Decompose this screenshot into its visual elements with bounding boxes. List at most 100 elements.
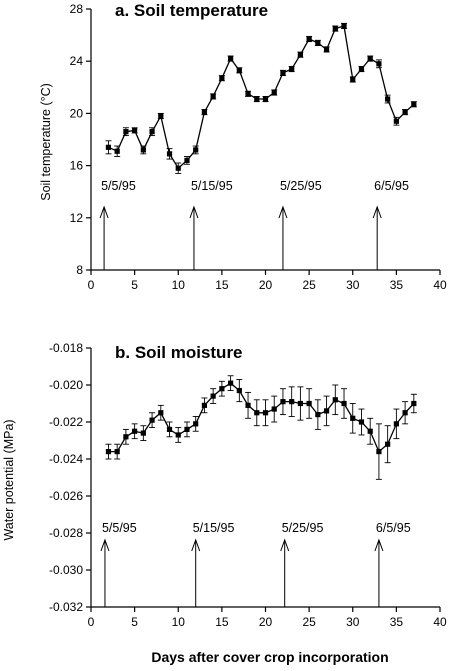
data-point bbox=[105, 449, 112, 455]
date-annotation: 5/5/95 bbox=[102, 521, 137, 535]
data-point bbox=[219, 386, 225, 392]
x-tick-label-b: 10 bbox=[172, 615, 186, 629]
x-axis-label: Days after cover crop incorporation bbox=[151, 649, 388, 665]
x-tick-label-a: 5 bbox=[131, 278, 138, 292]
data-point bbox=[332, 397, 338, 403]
data-point bbox=[132, 428, 138, 434]
data-point bbox=[228, 380, 234, 386]
date-arrow-head bbox=[372, 205, 382, 219]
data-point bbox=[123, 129, 129, 135]
data-point bbox=[280, 399, 286, 405]
data-point bbox=[254, 96, 260, 102]
data-point bbox=[114, 449, 120, 455]
data-point bbox=[140, 147, 146, 153]
data-point bbox=[297, 52, 303, 58]
data-point bbox=[166, 426, 173, 432]
data-point bbox=[123, 434, 129, 440]
data-point bbox=[393, 421, 399, 427]
y-tick-label-a: 28 bbox=[70, 2, 84, 16]
date-arrow-head bbox=[191, 538, 201, 552]
date-annotation: 5/5/95 bbox=[101, 179, 136, 193]
y-tick-label-b: -0.022 bbox=[49, 415, 83, 429]
y-tick-label-a: 16 bbox=[70, 159, 84, 173]
data-point bbox=[358, 66, 365, 72]
date-annotation: 6/5/95 bbox=[374, 179, 409, 193]
data-point bbox=[245, 91, 251, 97]
data-point bbox=[332, 25, 338, 32]
x-tick-label-a: 15 bbox=[215, 278, 229, 292]
y-axis-label-a: Soil temperature (°C) bbox=[39, 83, 53, 201]
x-tick-label-b: 40 bbox=[433, 615, 447, 629]
data-point bbox=[201, 402, 208, 408]
data-point bbox=[411, 400, 417, 407]
data-point bbox=[158, 410, 164, 416]
x-tick-label-b: 25 bbox=[302, 615, 316, 629]
data-point bbox=[184, 157, 190, 163]
data-point bbox=[271, 89, 277, 96]
data-point bbox=[402, 410, 408, 416]
x-tick-label-b: 0 bbox=[88, 615, 95, 629]
data-point bbox=[262, 96, 269, 102]
y-tick-label-b: -0.028 bbox=[49, 526, 83, 540]
data-point bbox=[201, 109, 208, 115]
data-point bbox=[306, 36, 312, 42]
x-tick-label-a: 20 bbox=[259, 278, 273, 292]
data-point bbox=[350, 76, 356, 83]
y-tick-label-b: -0.026 bbox=[49, 489, 83, 503]
x-tick-label-a: 25 bbox=[302, 278, 316, 292]
data-point bbox=[271, 406, 277, 412]
y-tick-label-a: 12 bbox=[70, 211, 84, 225]
y-tick-label-b: -0.018 bbox=[49, 341, 83, 355]
data-point bbox=[175, 432, 181, 438]
data-point bbox=[385, 96, 391, 102]
data-point bbox=[236, 387, 242, 394]
data-point bbox=[140, 430, 146, 436]
data-point bbox=[393, 118, 399, 124]
x-tick-label-b: 30 bbox=[346, 615, 360, 629]
data-point bbox=[149, 129, 155, 135]
date-arrow-head bbox=[189, 205, 199, 219]
data-point bbox=[341, 400, 347, 407]
date-annotation: 5/15/95 bbox=[193, 521, 235, 535]
data-point bbox=[323, 408, 330, 414]
data-point bbox=[315, 412, 321, 418]
data-point bbox=[411, 101, 417, 107]
data-point bbox=[402, 109, 408, 115]
date-annotation: 5/15/95 bbox=[191, 179, 233, 193]
data-point bbox=[385, 441, 391, 447]
x-tick-label-b: 35 bbox=[390, 615, 404, 629]
data-point bbox=[105, 144, 112, 150]
data-point bbox=[132, 127, 138, 133]
data-point bbox=[350, 415, 356, 421]
data-point bbox=[149, 417, 155, 423]
data-point bbox=[358, 419, 365, 425]
data-point bbox=[175, 165, 181, 171]
chart-title-a: a. Soil temperature bbox=[115, 1, 268, 20]
data-point bbox=[184, 426, 190, 432]
series-line-a bbox=[108, 25, 415, 170]
chart-title-b: b. Soil moisture bbox=[115, 343, 243, 362]
series-line-b bbox=[108, 382, 415, 453]
x-tick-label-b: 15 bbox=[215, 615, 229, 629]
data-point bbox=[228, 55, 234, 62]
data-point bbox=[367, 55, 373, 62]
data-point bbox=[297, 400, 303, 407]
data-point bbox=[158, 113, 164, 119]
x-tick-label-a: 35 bbox=[390, 278, 404, 292]
date-arrow-head bbox=[100, 538, 110, 552]
data-point bbox=[367, 428, 373, 434]
x-tick-label-b: 20 bbox=[259, 615, 273, 629]
date-arrow-head bbox=[280, 538, 290, 552]
x-tick-label-a: 40 bbox=[433, 278, 447, 292]
date-annotation: 5/25/95 bbox=[282, 521, 324, 535]
data-point bbox=[236, 67, 242, 73]
panel-soil-temperature: a. Soil temperature Soil temperature (°C… bbox=[39, 1, 447, 292]
data-point bbox=[219, 75, 225, 81]
data-point bbox=[289, 399, 295, 405]
data-point bbox=[323, 46, 330, 53]
date-annotation: 6/5/95 bbox=[376, 521, 411, 535]
data-point bbox=[262, 410, 269, 416]
data-point bbox=[245, 402, 251, 408]
data-point bbox=[193, 421, 199, 427]
